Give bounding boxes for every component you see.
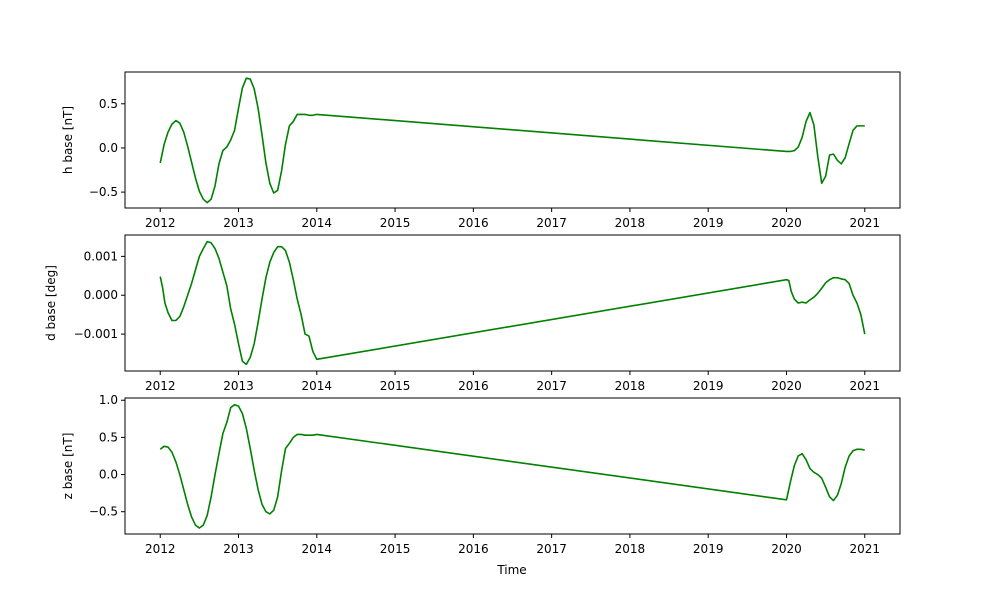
x-tick-label: 2021 [849,542,880,556]
x-tick-label: 2020 [771,542,802,556]
x-tick-label: 2013 [223,216,254,230]
x-tick-label: 2015 [380,216,411,230]
x-tick-label: 2019 [693,216,724,230]
x-tick-label: 2021 [849,216,880,230]
x-tick-label: 2020 [771,216,802,230]
x-tick-label: 2018 [615,216,646,230]
x-tick-label: 2017 [536,216,567,230]
y-tick-label: 0.001 [84,249,118,263]
x-axis-label: Time [496,563,526,577]
x-tick-label: 2016 [458,216,489,230]
x-tick-label: 2013 [223,542,254,556]
x-tick-label: 2016 [458,379,489,393]
y-tick-label: 0.5 [99,97,118,111]
x-tick-label: 2013 [223,379,254,393]
x-tick-label: 2018 [615,542,646,556]
panel-h-base: 2012 2013 2014 2015 2016 2017 2018 2019 2020 2021… [61,71,901,230]
x-tick-label: 2014 [302,216,333,230]
x-tick-label: 2017 [536,542,567,556]
x-tick-label: 2012 [145,542,176,556]
axes-frame [124,397,901,535]
series-line [159,403,865,529]
axes-frame [124,71,901,209]
x-tick-label: 2012 [145,379,176,393]
series-line [159,77,865,204]
y-axis-label: d base [deg] [44,265,58,341]
x-tick-label: 2019 [693,379,724,393]
y-tick-label: 0.5 [99,430,118,444]
y-axis-label: h base [nT] [61,106,75,174]
y-tick-label: 1.0 [99,393,118,407]
x-tick-label: 2017 [536,379,567,393]
x-tick-label: 2014 [302,542,333,556]
y-tick-label: 0.0 [99,141,118,155]
y-tick-label: 0.000 [84,288,118,302]
x-tick-label: 2016 [458,542,489,556]
x-tick-label: 2018 [615,379,646,393]
panel-z-base: 2012 2013 2014 2015 2016 2017 2018 2019 2020 2021… [61,393,901,577]
y-tick-label: −0.5 [89,185,118,199]
y-axis-label: z base [nT] [61,433,75,500]
x-tick-label: 2021 [849,379,880,393]
x-tick-label: 2015 [380,542,411,556]
x-tick-label: 2019 [693,542,724,556]
y-tick-label: −0.5 [89,505,118,519]
axes-frame [124,234,901,372]
series-line [159,240,866,366]
x-tick-label: 2020 [771,379,802,393]
x-tick-label: 2014 [302,379,333,393]
x-tick-label: 2015 [380,379,411,393]
x-tick-label: 2012 [145,216,176,230]
panel-d-base: 2012 2013 2014 2015 2016 2017 2018 2019 2020 2021… [44,234,901,393]
y-tick-label: −0.001 [74,327,118,341]
y-tick-label: 0.0 [99,468,118,482]
